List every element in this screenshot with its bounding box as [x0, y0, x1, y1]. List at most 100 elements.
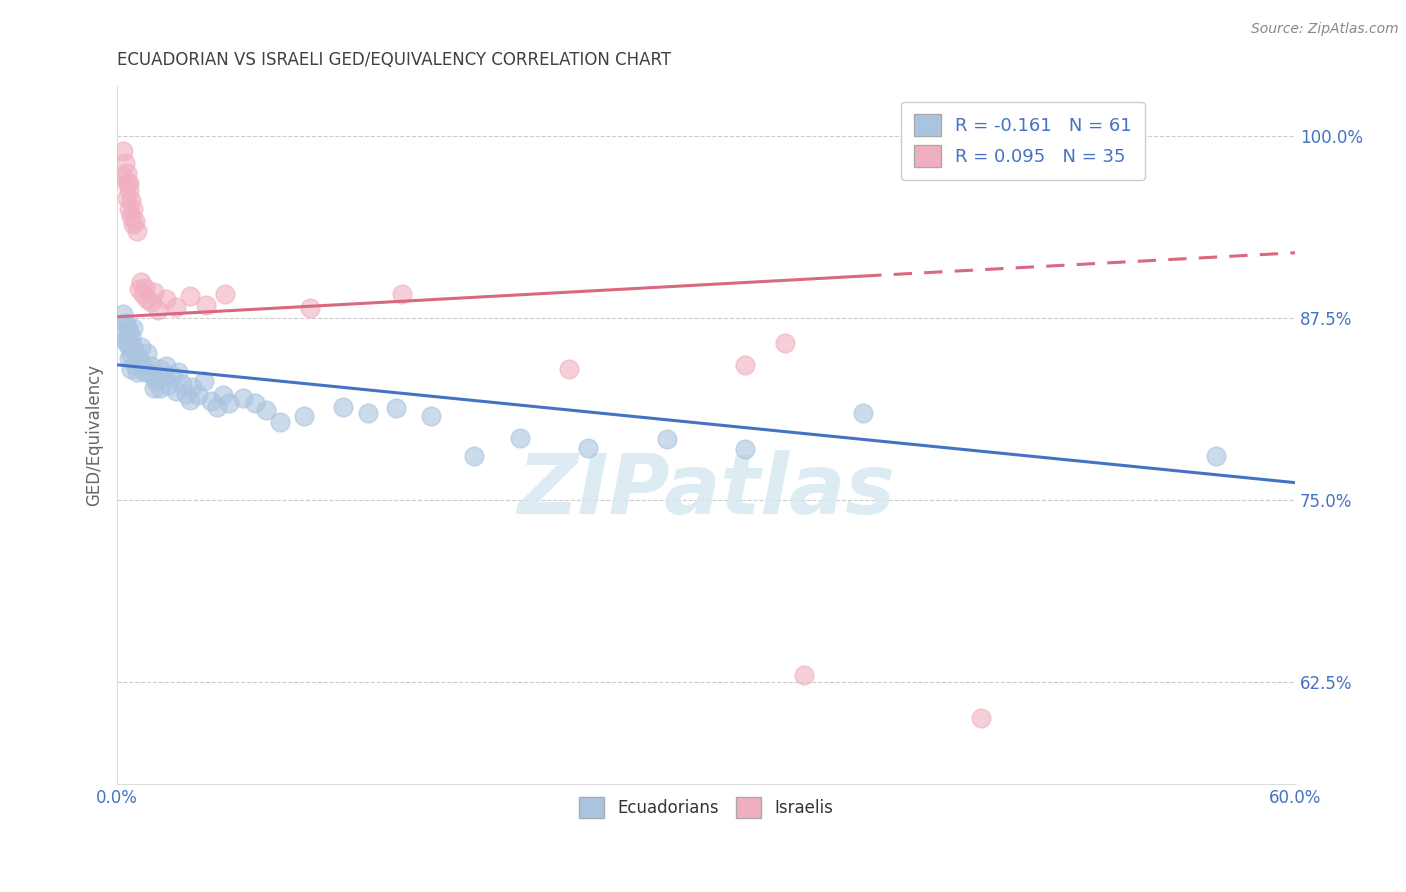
Point	[165, 384, 187, 398]
Point	[124, 214, 146, 228]
Point	[122, 202, 145, 216]
Point	[118, 340, 141, 354]
Point	[155, 293, 177, 307]
Point	[120, 330, 142, 344]
Point	[115, 190, 138, 204]
Point	[143, 285, 166, 299]
Point	[298, 301, 321, 315]
Point	[200, 394, 222, 409]
Point	[115, 318, 138, 333]
Point	[125, 224, 148, 238]
Point	[129, 340, 152, 354]
Point	[179, 392, 201, 407]
Text: ZIPatlas: ZIPatlas	[517, 450, 896, 531]
Point	[131, 358, 153, 372]
Point	[115, 166, 138, 180]
Point	[112, 144, 135, 158]
Point	[129, 275, 152, 289]
Point	[124, 358, 146, 372]
Point	[214, 286, 236, 301]
Point	[118, 183, 141, 197]
Point	[180, 379, 202, 393]
Point	[194, 298, 217, 312]
Point	[114, 333, 136, 347]
Point	[243, 395, 266, 409]
Point	[269, 415, 291, 429]
Point	[125, 365, 148, 379]
Point	[734, 442, 756, 457]
Point	[134, 281, 156, 295]
Point	[118, 176, 141, 190]
Point	[193, 374, 215, 388]
Point	[155, 359, 177, 374]
Point	[793, 667, 815, 681]
Point	[734, 358, 756, 372]
Point	[112, 307, 135, 321]
Point	[118, 324, 141, 338]
Point	[139, 359, 162, 374]
Point	[149, 362, 172, 376]
Point	[557, 362, 579, 376]
Point	[148, 302, 170, 317]
Point	[120, 362, 142, 376]
Point	[135, 346, 157, 360]
Point	[773, 336, 796, 351]
Point	[143, 369, 166, 384]
Point	[970, 711, 993, 725]
Point	[120, 210, 142, 224]
Point	[120, 348, 142, 362]
Point	[122, 339, 145, 353]
Point	[1205, 450, 1227, 464]
Point	[118, 202, 141, 216]
Point	[114, 155, 136, 169]
Point	[115, 336, 138, 351]
Point	[187, 388, 209, 402]
Text: ECUADORIAN VS ISRAELI GED/EQUIVALENCY CORRELATION CHART: ECUADORIAN VS ISRAELI GED/EQUIVALENCY CO…	[117, 51, 671, 69]
Point	[143, 381, 166, 395]
Point	[122, 321, 145, 335]
Point	[179, 289, 201, 303]
Point	[122, 217, 145, 231]
Point	[655, 432, 678, 446]
Point	[139, 295, 162, 310]
Point	[135, 365, 157, 379]
Point	[157, 378, 180, 392]
Y-axis label: GED/Equivalency: GED/Equivalency	[86, 364, 103, 506]
Point	[149, 381, 172, 395]
Point	[114, 316, 136, 330]
Point	[385, 401, 408, 416]
Point	[131, 286, 153, 301]
Point	[332, 400, 354, 414]
Point	[134, 365, 156, 379]
Point	[167, 365, 190, 379]
Point	[174, 387, 197, 401]
Point	[120, 194, 142, 208]
Point	[118, 351, 141, 365]
Point	[145, 374, 167, 388]
Legend: Ecuadorians, Israelis: Ecuadorians, Israelis	[572, 790, 839, 824]
Point	[165, 300, 187, 314]
Point	[576, 441, 599, 455]
Point	[391, 286, 413, 301]
Point	[135, 293, 157, 307]
Point	[357, 406, 380, 420]
Text: Source: ZipAtlas.com: Source: ZipAtlas.com	[1251, 22, 1399, 37]
Point	[115, 176, 138, 190]
Point	[232, 391, 254, 405]
Point	[112, 326, 135, 340]
Point	[292, 409, 315, 423]
Point	[218, 395, 240, 409]
Point	[128, 282, 150, 296]
Point	[509, 431, 531, 445]
Point	[254, 403, 277, 417]
Point	[160, 369, 183, 384]
Point	[124, 344, 146, 359]
Point	[420, 409, 443, 423]
Point	[463, 450, 485, 464]
Point	[852, 406, 875, 420]
Point	[207, 400, 229, 414]
Point	[170, 376, 193, 391]
Point	[128, 351, 150, 365]
Point	[112, 169, 135, 183]
Point	[212, 388, 235, 402]
